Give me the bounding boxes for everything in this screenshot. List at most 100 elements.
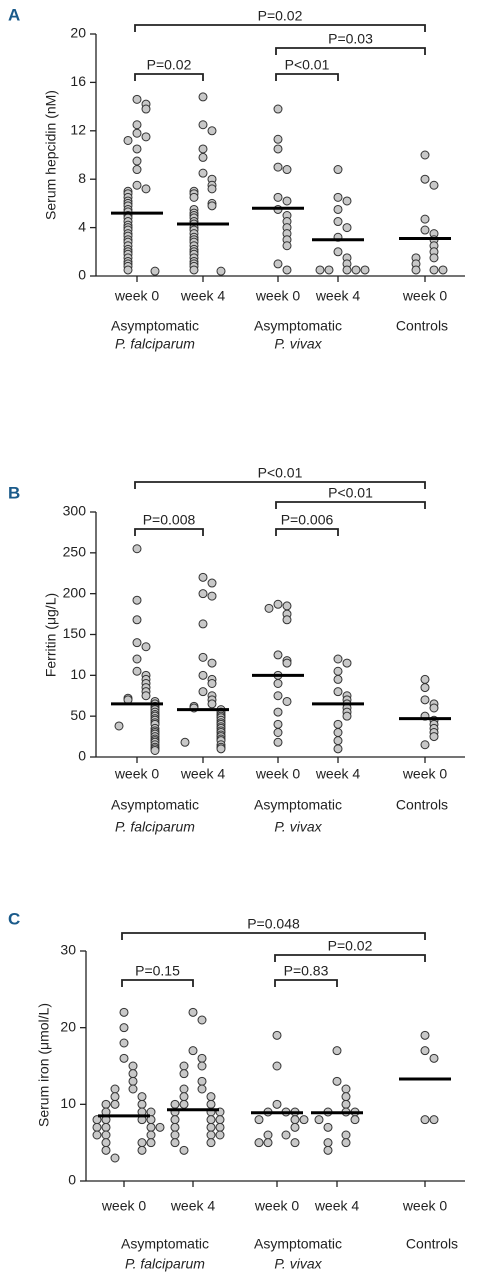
data-point [123, 265, 133, 275]
data-point [110, 1092, 120, 1102]
data-point [333, 744, 343, 754]
data-point [215, 1115, 225, 1125]
y-axis-label: Serum hepcidin (nM) [43, 90, 59, 220]
data-point [333, 247, 343, 257]
data-point [272, 1061, 282, 1071]
x-tick-label: week 0 [114, 766, 160, 782]
group-label: P. falciparum [115, 336, 195, 352]
y-tick-label: 12 [70, 122, 86, 138]
data-point [272, 1099, 282, 1109]
data-point [282, 696, 292, 706]
comparison-label: P=0.008 [143, 512, 196, 528]
data-point [110, 1099, 120, 1109]
y-tick-label: 10 [60, 1095, 76, 1111]
data-point [92, 1122, 102, 1132]
y-tick-label: 200 [63, 584, 87, 600]
comparison-label: P<0.01 [285, 57, 330, 73]
comparison-bracket [274, 979, 338, 987]
group-label: Controls [406, 1236, 458, 1252]
data-point [429, 732, 439, 742]
data-point [114, 721, 124, 731]
comparison-bracket [121, 932, 426, 940]
data-point [137, 1145, 147, 1155]
comparison-label: P=0.048 [247, 916, 300, 932]
data-point [282, 601, 292, 611]
comparison-label: P<0.01 [328, 485, 373, 501]
data-point [179, 1099, 189, 1109]
data-point [207, 184, 217, 194]
data-point [216, 744, 226, 754]
data-point [198, 120, 208, 130]
data-point [197, 1084, 207, 1094]
data-point [198, 687, 208, 697]
data-point [101, 1138, 111, 1148]
data-point [198, 152, 208, 162]
data-point [333, 204, 343, 214]
data-point [420, 225, 430, 235]
data-point [215, 1122, 225, 1132]
data-point [324, 265, 334, 275]
data-point [206, 1099, 216, 1109]
data-point [333, 728, 343, 737]
data-point [128, 1061, 138, 1071]
data-point [281, 1130, 291, 1140]
comparison-label: P=0.006 [281, 512, 334, 528]
comparison-label: P=0.02 [328, 938, 373, 954]
data-point [137, 1099, 147, 1109]
data-point [132, 595, 142, 605]
data-point [273, 691, 283, 701]
comparison-bracket [134, 24, 426, 32]
y-axis-label: Ferritin (μg/L) [43, 593, 59, 677]
data-point [282, 196, 292, 206]
group-label: Controls [396, 797, 448, 813]
data-point [429, 1115, 439, 1125]
group-label: Asymptomatic [254, 1236, 342, 1252]
data-point [170, 1130, 180, 1140]
data-point [189, 265, 199, 275]
data-point [207, 679, 217, 688]
comparison-bracket [274, 954, 426, 962]
data-point [137, 1092, 147, 1102]
data-point [323, 1138, 333, 1148]
data-point [420, 1030, 430, 1040]
y-tick-label: 8 [78, 170, 86, 186]
x-tick-label: week 0 [101, 1198, 147, 1214]
data-point [342, 658, 352, 668]
y-tick-label: 50 [70, 707, 86, 723]
group-label: P. falciparum [125, 1256, 205, 1272]
x-tick-label: week 4 [180, 288, 226, 304]
data-point [420, 150, 430, 160]
data-point [282, 241, 292, 251]
data-point [101, 1145, 111, 1155]
data-point [207, 699, 217, 709]
data-point [272, 1030, 282, 1040]
data-point [170, 1115, 180, 1125]
data-point [273, 679, 283, 688]
data-point [206, 1130, 216, 1140]
data-point [342, 265, 352, 275]
data-point [207, 591, 217, 601]
y-tick-label: 20 [70, 25, 86, 41]
data-point [332, 1046, 342, 1056]
data-point [333, 687, 343, 697]
comparison-label: P=0.83 [284, 963, 329, 979]
y-tick-label: 150 [63, 625, 87, 641]
data-point [206, 1115, 216, 1125]
data-point [273, 599, 283, 609]
data-point [132, 165, 142, 175]
data-point [198, 572, 208, 582]
y-tick-label: 10 [70, 666, 86, 682]
data-point [323, 1122, 333, 1132]
x-tick-label: week 4 [180, 766, 226, 782]
data-point [290, 1138, 300, 1148]
data-point [150, 745, 160, 755]
data-point [215, 1130, 225, 1140]
data-point [170, 1122, 180, 1132]
data-point [420, 1046, 430, 1056]
data-point [180, 737, 190, 747]
data-point [207, 201, 217, 211]
group-label: Controls [396, 318, 448, 334]
data-point [282, 615, 292, 625]
x-tick-label: week 0 [402, 1198, 448, 1214]
data-point [197, 1015, 207, 1025]
